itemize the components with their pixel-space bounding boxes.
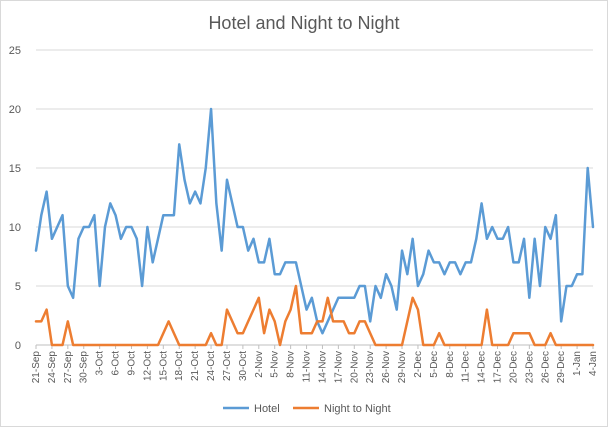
x-tick-label: 27-Sep [63,351,74,384]
series-line-hotel [34,107,595,335]
x-tick-label: 8-Dec [445,351,456,378]
x-tick-label: 3-Oct [95,351,106,376]
x-tick-label: 26-Nov [381,351,392,383]
series-lines [34,107,595,347]
x-tick-label: 1-Jan [572,351,583,376]
x-tick-label: 6-Oct [111,351,122,376]
chart-title: Hotel and Night to Night [208,13,399,33]
x-tick-label: 17-Dec [493,351,504,383]
legend-label: Night to Night [324,403,391,415]
y-axis-ticks: 0 5 10 15 20 25 [9,45,21,352]
y-tick-label: 20 [9,104,21,116]
x-tick-label: 4-Jan [588,351,599,376]
x-tick-label: 11-Dec [461,351,472,383]
x-tick-label: 12-Oct [142,351,153,381]
series-line-night-to-night [34,284,595,347]
y-tick-label: 15 [9,163,21,175]
x-tick-label: 18-Oct [174,351,185,381]
x-tick-label: 24-Sep [47,351,58,384]
x-tick-label: 21-Sep [31,351,42,384]
x-tick-label: 14-Dec [477,351,488,383]
x-tick-label: 29-Nov [397,351,408,383]
x-tick-label: 20-Nov [349,351,360,383]
x-tick-label: 29-Dec [556,351,567,383]
x-tick-label: 2-Dec [413,351,424,378]
y-tick-label: 5 [15,281,21,293]
x-tick-label: 23-Dec [524,351,535,383]
x-tick-label: 30-Oct [238,351,249,381]
x-tick-label: 8-Nov [286,351,297,378]
x-tick-label: 5-Nov [270,351,281,378]
x-tick-label: 15-Oct [158,351,169,381]
x-tick-label: 20-Dec [508,351,519,383]
y-tick-label: 0 [15,340,21,352]
gridlines [36,49,593,346]
y-tick-label: 10 [9,222,21,234]
x-tick-label: 21-Oct [190,351,201,381]
legend: Hotel Night to Night [223,403,391,415]
x-tick-label: 14-Nov [317,351,328,383]
x-tick-label: 27-Oct [222,351,233,381]
x-tick-label: 5-Dec [429,351,440,378]
x-tick-label: 23-Nov [365,351,376,383]
x-tick-label: 2-Nov [254,351,265,378]
x-tick-label: 9-Oct [126,351,137,376]
x-axis-ticks: 21-Sep 24-Sep 27-Sep 30-Sep 3-Oct 6-Oct 9-Oct 1… [31,345,599,383]
x-tick-label: 26-Dec [540,351,551,383]
x-tick-label: 24-Oct [206,351,217,381]
x-tick-label: 11-Nov [302,351,313,383]
x-tick-label: 17-Nov [333,351,344,383]
x-tick-label: 30-Sep [79,351,90,384]
y-tick-label: 25 [9,45,21,57]
legend-label: Hotel [254,403,280,415]
